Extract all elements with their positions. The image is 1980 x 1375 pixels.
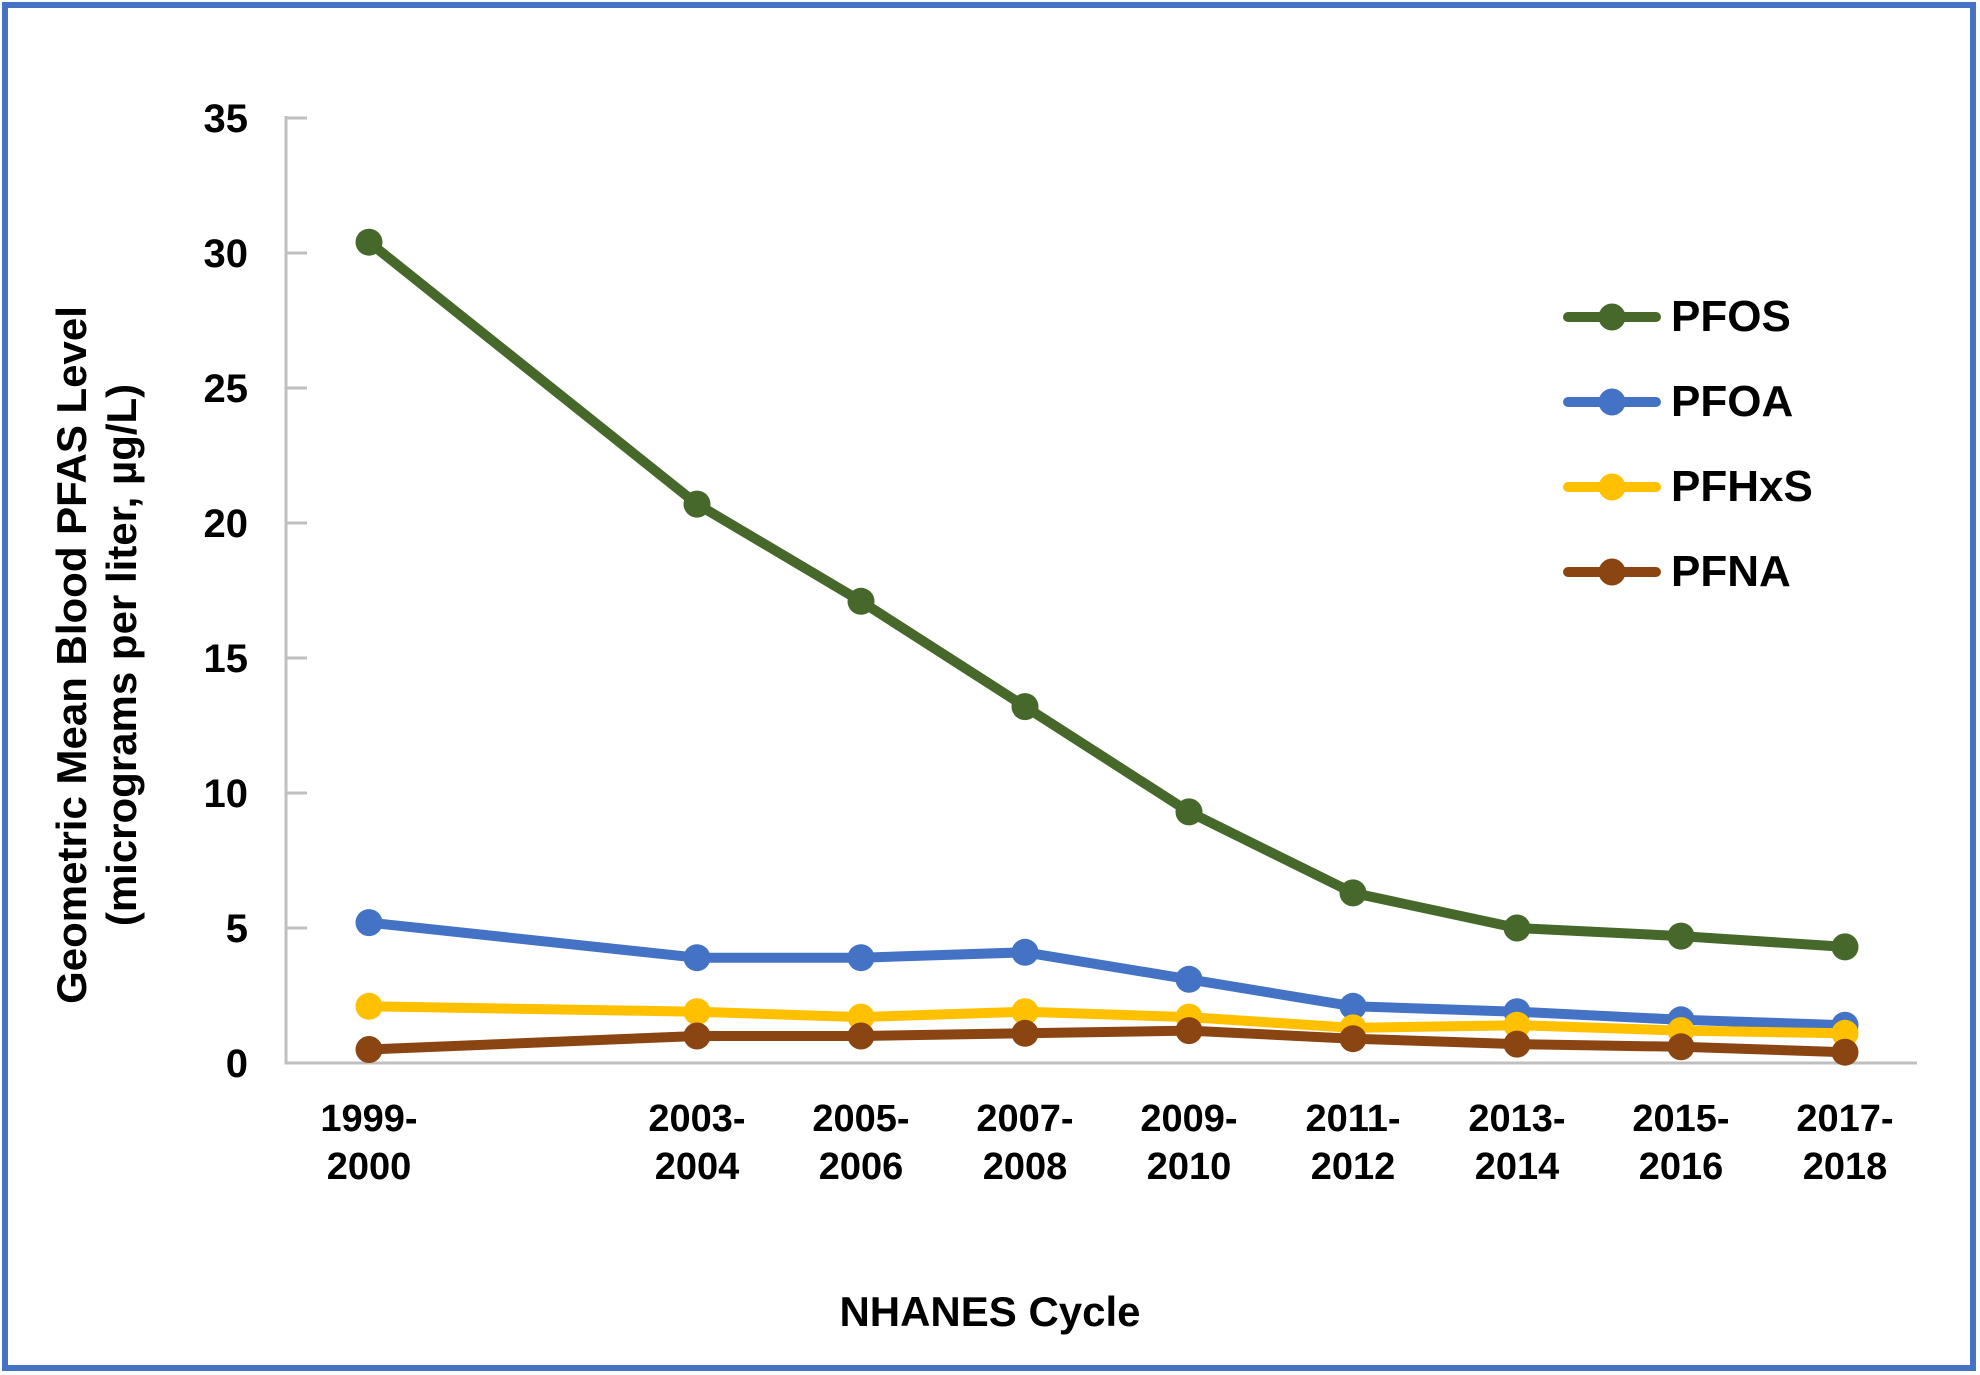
x-tick-label-line2: 2018 xyxy=(1803,1146,1888,1188)
data-point-PFOA xyxy=(1339,992,1367,1020)
data-point-PFNA xyxy=(683,1022,711,1050)
y-axis-title-line2: (micrograms per liter, µg/L) xyxy=(98,383,145,927)
y-axis-title: Geometric Mean Blood PFAS Level (microgr… xyxy=(47,306,147,1004)
data-point-PFHxS xyxy=(1503,1011,1531,1039)
x-tick-label-line2: 2000 xyxy=(327,1146,412,1188)
legend-label: PFHxS xyxy=(1671,461,1813,511)
x-tick-label-line2: 2004 xyxy=(655,1146,740,1188)
legend-item-PFNA: PFNA xyxy=(1563,529,1813,614)
data-point-PFOA xyxy=(847,944,875,972)
x-tick-label-line2: 2008 xyxy=(983,1146,1068,1188)
data-point-PFHxS xyxy=(1011,998,1039,1026)
x-tick-label-line2: 2006 xyxy=(819,1146,904,1188)
legend-label: PFOS xyxy=(1671,291,1791,341)
x-tick-label-line2: 2010 xyxy=(1147,1146,1232,1188)
data-point-PFNA xyxy=(1503,1030,1531,1058)
data-point-PFHxS xyxy=(847,1003,875,1031)
y-tick-label: 10 xyxy=(204,772,249,816)
data-point-PFNA xyxy=(1831,1038,1859,1066)
x-tick-label-line1: 1999- xyxy=(320,1098,417,1140)
data-point-PFOS xyxy=(1831,933,1859,961)
data-point-PFOA xyxy=(683,944,711,972)
data-point-PFNA xyxy=(1175,1017,1203,1045)
x-tick-label-line1: 2013- xyxy=(1468,1098,1565,1140)
x-tick-label-line1: 2007- xyxy=(976,1098,1073,1140)
data-point-PFOS xyxy=(1667,922,1695,950)
legend-item-PFOS: PFOS xyxy=(1563,274,1813,359)
legend-line-marker-icon xyxy=(1563,388,1661,415)
data-point-PFOA xyxy=(1011,938,1039,966)
x-tick-label-line1: 2009- xyxy=(1140,1098,1237,1140)
data-point-PFHxS xyxy=(683,998,711,1026)
x-tick-label-line1: 2011- xyxy=(1305,1098,1400,1140)
series-line-PFNA xyxy=(364,1025,1850,1058)
data-point-PFNA xyxy=(1011,1019,1039,1047)
legend-dot-icon xyxy=(1598,473,1626,500)
data-point-PFHxS xyxy=(1831,1019,1859,1047)
legend-dot-icon xyxy=(1598,558,1626,585)
x-tick-label-line1: 2005- xyxy=(812,1098,909,1140)
data-point-PFOS xyxy=(1011,693,1039,721)
y-tick-label: 0 xyxy=(226,1042,248,1086)
legend-line-marker-icon xyxy=(1563,473,1661,500)
y-tick-label: 25 xyxy=(204,367,249,411)
data-point-PFNA xyxy=(355,1036,383,1063)
data-point-PFOA xyxy=(355,909,383,937)
y-tick-label: 5 xyxy=(226,907,248,951)
legend-line-marker-icon xyxy=(1563,303,1661,330)
legend-dot-icon xyxy=(1598,388,1626,415)
y-tick-label: 20 xyxy=(204,502,249,546)
data-point-PFOS xyxy=(1339,879,1367,907)
legend-dot-icon xyxy=(1598,303,1626,330)
data-point-PFNA xyxy=(847,1022,875,1050)
data-point-PFOS xyxy=(1175,798,1203,826)
y-axis-title-line1: Geometric Mean Blood PFAS Level xyxy=(48,306,95,1004)
x-tick-label-line2: 2016 xyxy=(1639,1146,1724,1188)
data-point-PFOS xyxy=(355,228,383,256)
data-point-PFOS xyxy=(683,490,711,518)
legend: PFOS PFOA PFHxS PFNA xyxy=(1563,274,1813,614)
legend-line-marker-icon xyxy=(1563,558,1661,585)
x-tick-label-line1: 2003- xyxy=(648,1098,745,1140)
x-tick-label-line2: 2012 xyxy=(1311,1146,1396,1188)
data-point-PFOS xyxy=(1503,914,1531,942)
y-tick-label: 15 xyxy=(204,637,249,681)
x-tick-label-line1: 2017- xyxy=(1796,1098,1893,1140)
data-point-PFNA xyxy=(1339,1025,1367,1053)
x-axis-title: NHANES Cycle xyxy=(839,1288,1141,1335)
data-point-PFHxS xyxy=(355,992,383,1020)
y-tick-label: 35 xyxy=(204,97,249,141)
x-tick-label-line1: 2015- xyxy=(1632,1098,1729,1140)
legend-item-PFOA: PFOA xyxy=(1563,359,1813,444)
data-point-PFOS xyxy=(847,587,875,615)
data-point-PFOA xyxy=(1175,965,1203,993)
data-point-PFNA xyxy=(1667,1033,1695,1061)
y-tick-label: 30 xyxy=(204,232,249,276)
legend-label: PFNA xyxy=(1671,546,1791,596)
x-tick-label-line2: 2014 xyxy=(1475,1146,1560,1188)
legend-item-PFHxS: PFHxS xyxy=(1563,444,1813,529)
legend-label: PFOA xyxy=(1671,376,1794,426)
